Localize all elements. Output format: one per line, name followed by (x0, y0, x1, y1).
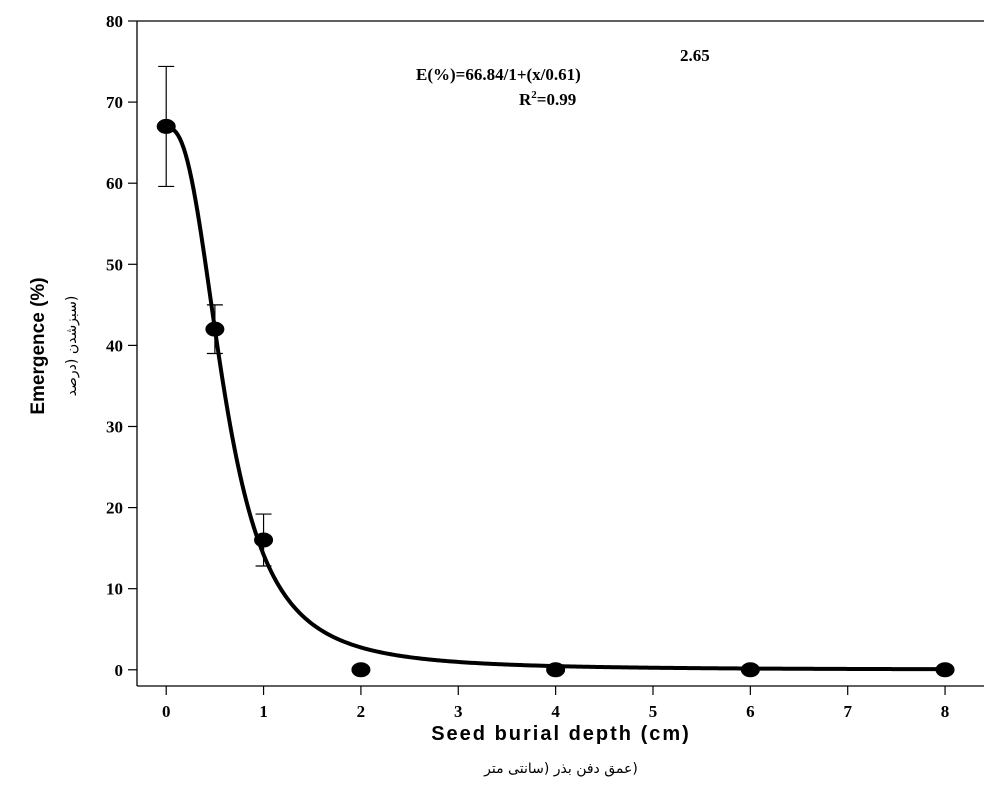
y-tick-label: 50 (106, 255, 123, 274)
x-tick-label: 7 (843, 702, 852, 721)
x-tick-label: 4 (551, 702, 560, 721)
x-tick-label: 8 (941, 702, 950, 721)
y-axis-label: Emergence (%) (28, 277, 49, 414)
x-tick-label: 3 (454, 702, 463, 721)
fit-curve-layer (166, 125, 946, 672)
data-point (156, 118, 176, 134)
fit-exponent: 2.65 (680, 46, 710, 65)
y-tick-label: 10 (106, 580, 123, 599)
x-tick-label: 5 (649, 702, 658, 721)
x-tick-label: 2 (357, 702, 366, 721)
r-squared-prefix: R (519, 90, 532, 109)
r-squared-value: =0.99 (537, 90, 576, 109)
r-squared-sup: 2 (531, 89, 537, 101)
data-point (546, 662, 566, 678)
data-point (351, 662, 371, 678)
y-tick-label: 80 (106, 12, 123, 31)
data-point (740, 662, 760, 678)
x-tick-label: 0 (162, 702, 171, 721)
x-tick-label: 6 (746, 702, 755, 721)
data-points (156, 118, 955, 678)
y-tick-label: 40 (106, 336, 123, 355)
data-point (254, 532, 274, 548)
x-tick-label: 1 (259, 702, 268, 721)
y-tick-label: 30 (106, 417, 123, 436)
r-squared: R2=0.99 (519, 89, 576, 109)
error-bars (158, 65, 272, 567)
y-tick-label: 70 (106, 93, 123, 112)
y-tick-label: 60 (106, 174, 123, 193)
fit-equation: E(%)=66.84/1+(x/0.61) (416, 65, 581, 84)
x-axis-label: Seed burial depth (cm) (431, 723, 691, 745)
data-point (935, 662, 955, 678)
y-tick-label: 0 (115, 661, 124, 680)
fit-curve (166, 125, 946, 672)
axes (128, 20, 984, 695)
x-axis-label-secondary: (عمق دفن بذر (سانتی متر (483, 761, 638, 777)
data-point (205, 321, 225, 337)
y-tick-label: 20 (106, 499, 123, 518)
y-axis-label-secondary: (سبزشدن (درصد (64, 296, 80, 397)
